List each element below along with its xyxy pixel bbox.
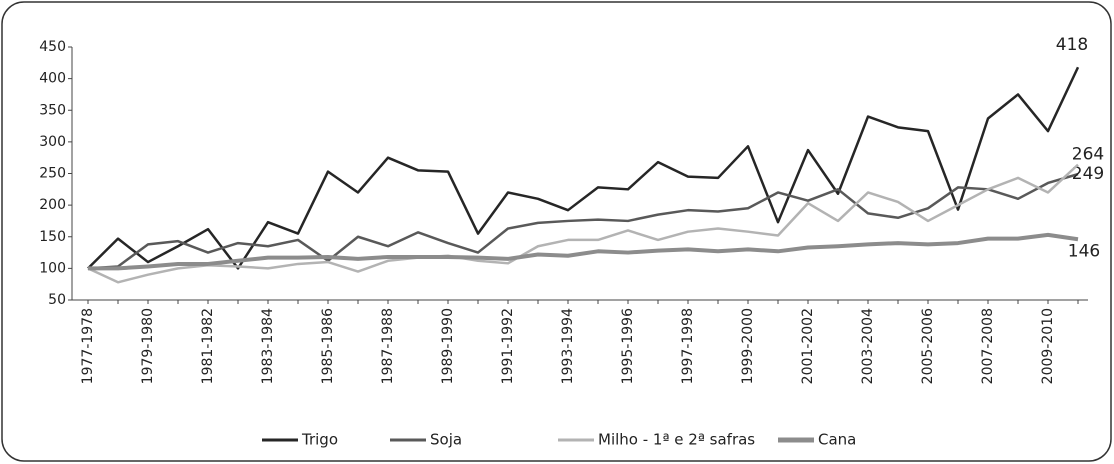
x-tick-label: 1983-1984 bbox=[260, 308, 276, 384]
x-tick-label: 1993-1994 bbox=[560, 308, 576, 384]
x-tick-label: 2005-2006 bbox=[920, 308, 936, 384]
x-tick-label: 1981-1982 bbox=[200, 308, 216, 384]
legend-label: Soja bbox=[430, 431, 462, 449]
y-tick-label: 50 bbox=[48, 292, 66, 308]
x-tick-label: 1979-1980 bbox=[140, 308, 156, 384]
x-tick-label: 1987-1988 bbox=[380, 308, 396, 384]
y-tick-label: 450 bbox=[39, 39, 66, 55]
series-line bbox=[88, 232, 1079, 271]
x-tick-label: 1995-1996 bbox=[620, 308, 636, 384]
legend-label: Cana bbox=[818, 431, 856, 449]
x-tick-label: 2003-2004 bbox=[860, 308, 876, 384]
x-tick-label: 1991-1992 bbox=[500, 308, 516, 384]
x-tick-label: 2007-2008 bbox=[980, 308, 996, 384]
y-tick-label: 300 bbox=[39, 134, 66, 150]
x-tick-label: 1999-2000 bbox=[740, 308, 756, 384]
y-tick-label: 400 bbox=[39, 71, 66, 87]
series-line bbox=[87, 172, 1079, 270]
y-tick-label: 350 bbox=[39, 102, 66, 118]
x-tick-label: 2009-2010 bbox=[1040, 308, 1056, 384]
legend-label: Milho - 1ª e 2ª safras bbox=[598, 431, 755, 449]
legend-label: Trigo bbox=[301, 431, 338, 449]
end-label: 249 bbox=[1072, 164, 1104, 184]
series-line bbox=[87, 66, 1080, 270]
series-line bbox=[87, 163, 1079, 284]
y-tick-label: 100 bbox=[39, 260, 66, 276]
y-tick-label: 150 bbox=[39, 229, 66, 245]
end-label: 418 bbox=[1056, 35, 1088, 55]
x-tick-label: 1997-1998 bbox=[680, 308, 696, 384]
y-tick-label: 200 bbox=[39, 197, 66, 213]
x-tick-label: 1989-1990 bbox=[440, 308, 456, 384]
x-tick-label: 2001-2002 bbox=[800, 308, 816, 384]
x-tick-label: 1977-1978 bbox=[80, 308, 96, 384]
y-tick-label: 250 bbox=[39, 166, 66, 182]
end-label: 264 bbox=[1072, 145, 1104, 165]
end-label: 146 bbox=[1068, 241, 1100, 261]
x-tick-label: 1985-1986 bbox=[320, 308, 336, 384]
